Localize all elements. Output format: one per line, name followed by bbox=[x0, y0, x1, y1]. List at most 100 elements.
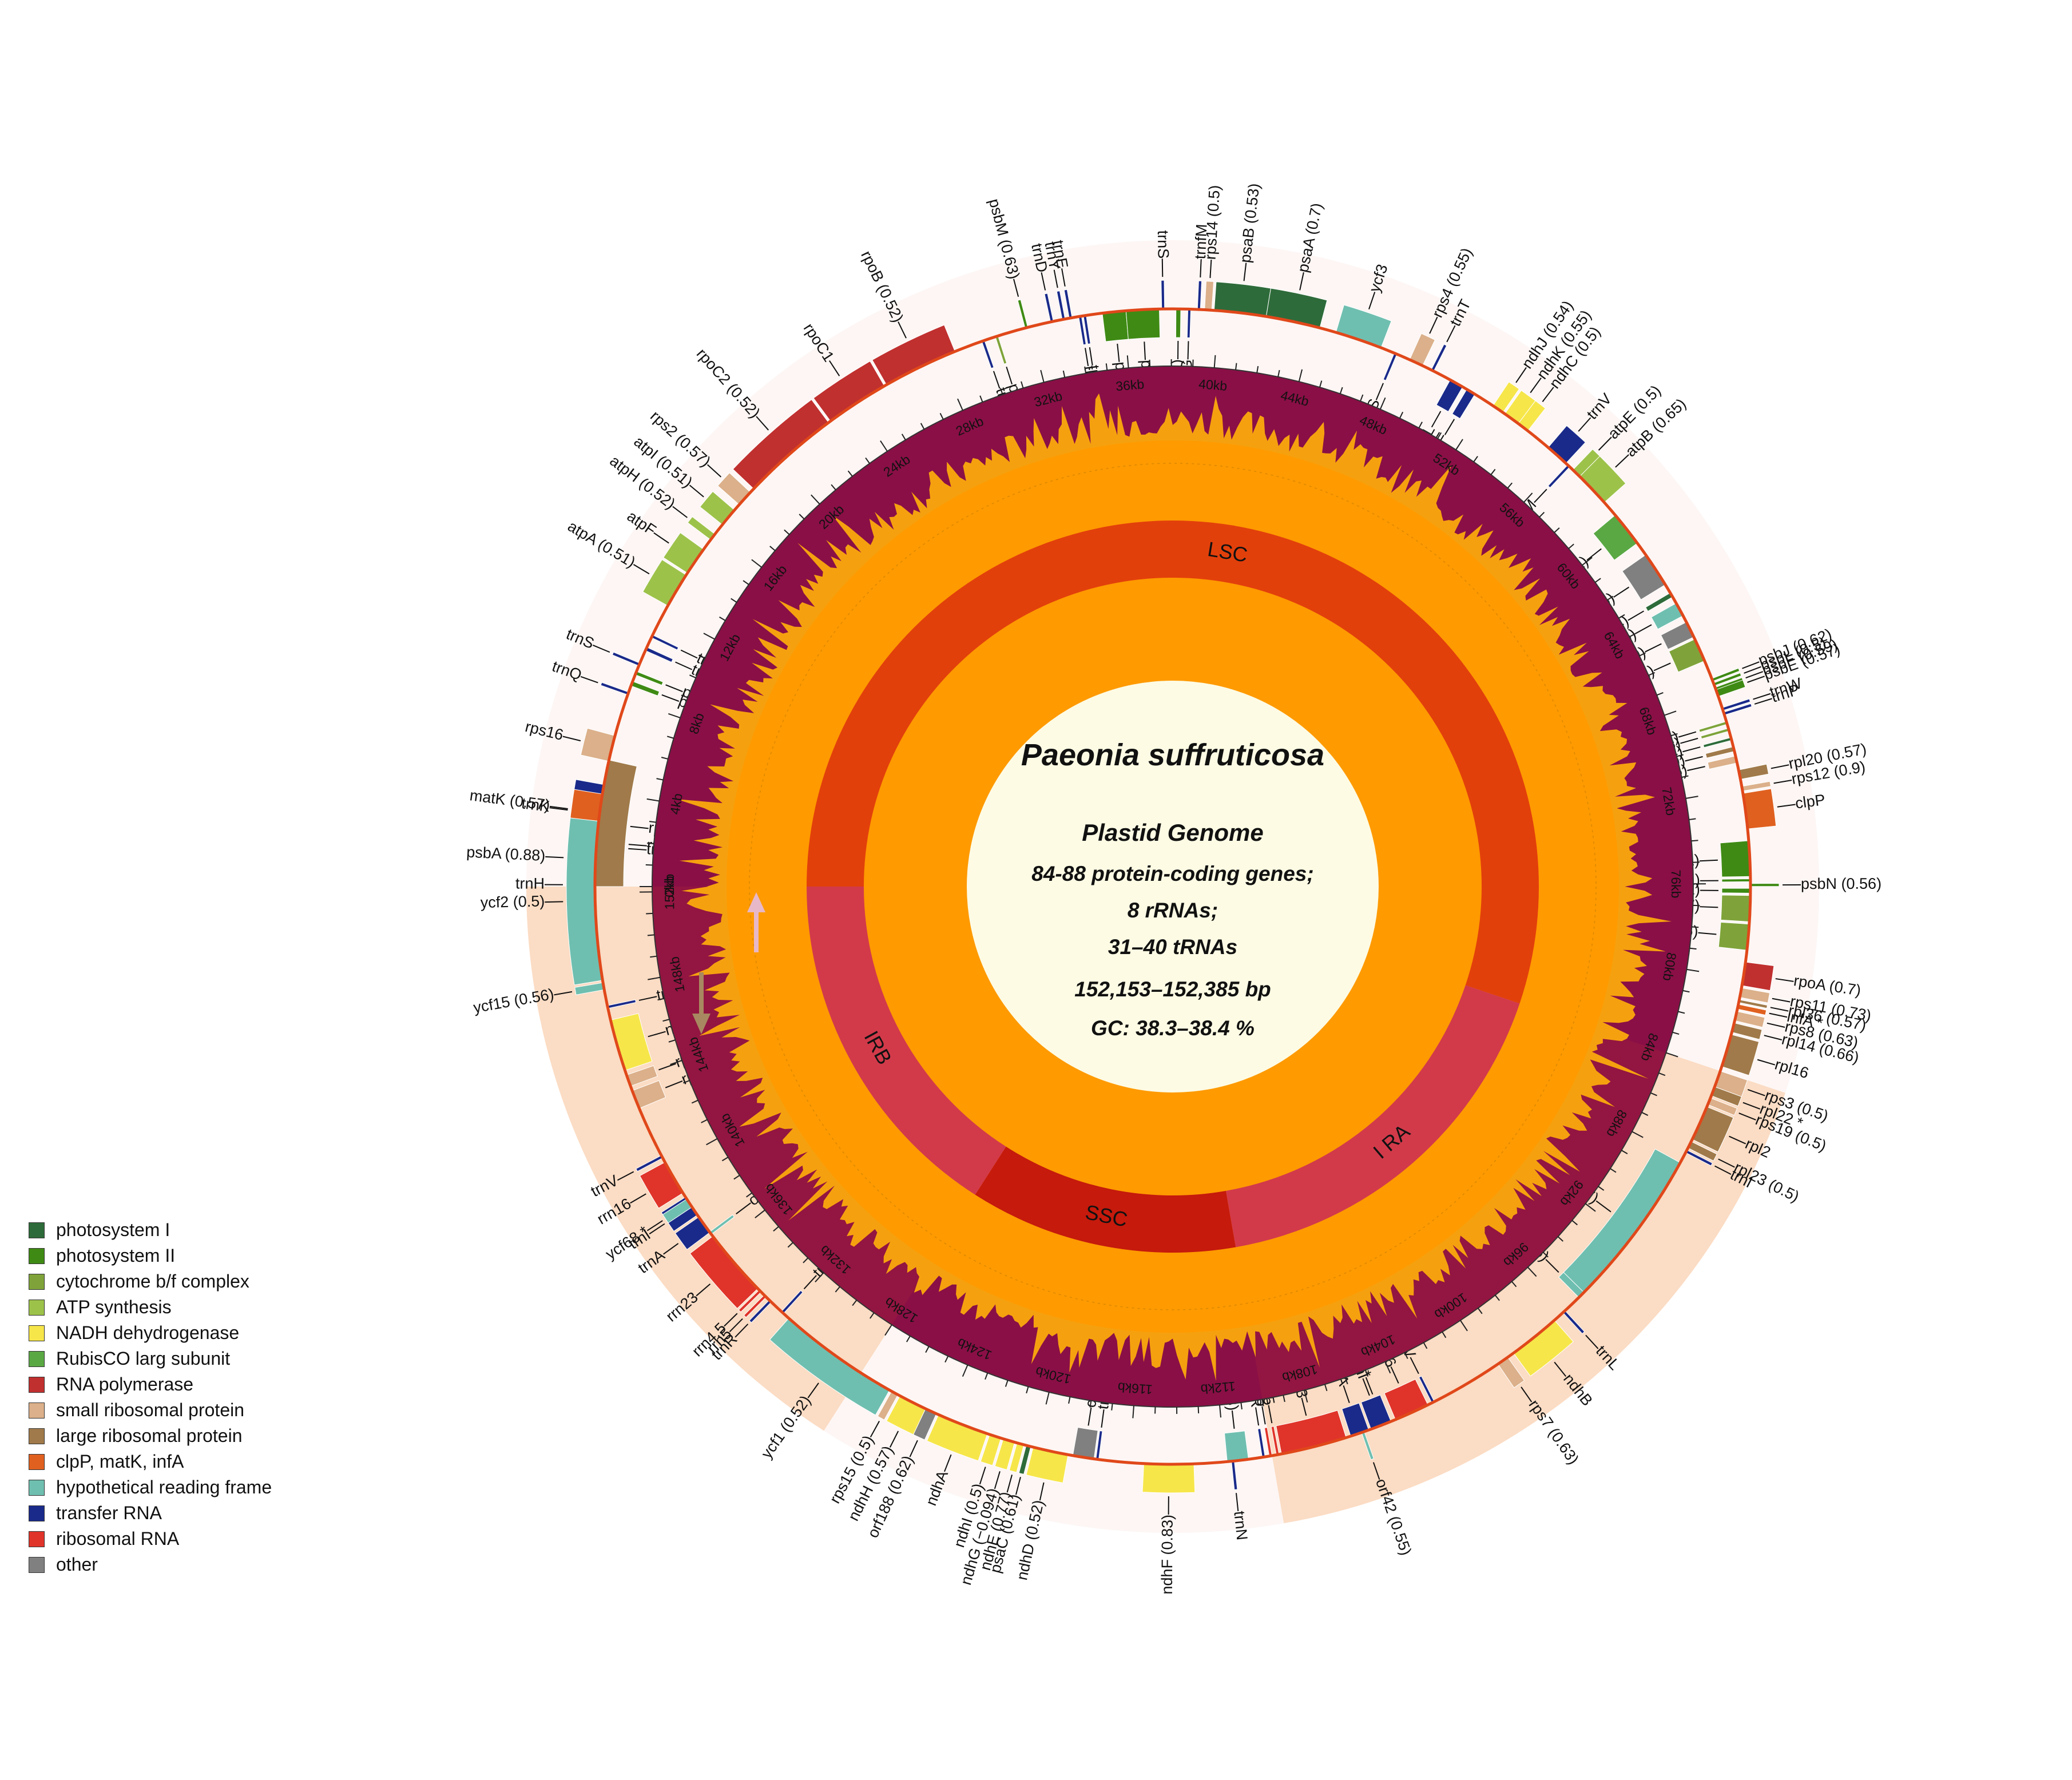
gene-label: trnH bbox=[515, 875, 545, 892]
gene-label-leader bbox=[658, 1063, 676, 1071]
scale-tick bbox=[944, 1356, 949, 1363]
strand-arrow-down-icon bbox=[692, 972, 710, 1034]
gene-label: trnN bbox=[1231, 1510, 1251, 1541]
scale-tick bbox=[1664, 710, 1677, 716]
scale-tick-label: 0kb bbox=[662, 876, 677, 897]
stat-protein-genes: 84-88 protein-coding genes; bbox=[1031, 862, 1313, 885]
gene-label-leader bbox=[646, 1220, 663, 1231]
gene-label-leader bbox=[665, 684, 683, 693]
gene-label-leader bbox=[1343, 1385, 1350, 1403]
scale-tick bbox=[1523, 492, 1533, 503]
gene-label-leader bbox=[1742, 1102, 1761, 1110]
gene-label-leader bbox=[1301, 1397, 1307, 1416]
gene-label-leader bbox=[1255, 1407, 1260, 1426]
scale-tick bbox=[1494, 1294, 1500, 1301]
scale-tick bbox=[799, 514, 805, 520]
gene-label-leader bbox=[545, 901, 563, 903]
scale-tick bbox=[668, 713, 681, 718]
legend-label: transfer RNA bbox=[56, 1503, 162, 1523]
scale-tick bbox=[646, 798, 660, 802]
scale-tick bbox=[957, 398, 963, 411]
gene-label-leader bbox=[1578, 417, 1591, 432]
gene-label-leader bbox=[1521, 1386, 1533, 1402]
gene-label-leader bbox=[665, 1080, 683, 1088]
legend-label: clpP, matK, infA bbox=[56, 1451, 184, 1472]
gene-label-leader bbox=[661, 694, 680, 702]
scale-tick bbox=[649, 821, 657, 823]
region-ira bbox=[1225, 985, 1520, 1247]
gene-label-leader bbox=[889, 1431, 899, 1448]
scale-tick-label: 112kb bbox=[1200, 1379, 1236, 1397]
scale-tick bbox=[852, 1300, 858, 1306]
gene-label-leader bbox=[1039, 1482, 1045, 1501]
stat-trnas: 31–40 tRNAs bbox=[1108, 935, 1237, 959]
gene-block bbox=[1720, 895, 1751, 922]
scale-tick bbox=[925, 1346, 930, 1353]
gene-block bbox=[1750, 883, 1780, 887]
scale-tick bbox=[743, 580, 749, 585]
gene-label: ndhF (0.83) bbox=[1158, 1515, 1176, 1595]
gene-label-leader bbox=[1745, 671, 1764, 679]
legend-swatch bbox=[29, 1376, 45, 1393]
gene-label-leader bbox=[1777, 804, 1796, 808]
gene-label-leader bbox=[1410, 1357, 1419, 1374]
scale-tick bbox=[811, 494, 820, 505]
scale-tick bbox=[681, 694, 688, 698]
scale-tick bbox=[1607, 595, 1614, 601]
gene-label-leader bbox=[633, 563, 650, 575]
scale-tick bbox=[835, 1286, 840, 1293]
scale-tick bbox=[1641, 1111, 1649, 1116]
scale-tick bbox=[1691, 840, 1698, 842]
scale-tick bbox=[1689, 947, 1697, 950]
scale-tick bbox=[719, 616, 726, 621]
scale-tick bbox=[803, 1257, 809, 1264]
scale-tick bbox=[691, 1099, 698, 1104]
scale-tick-label: 116kb bbox=[1117, 1380, 1153, 1397]
scale-tick bbox=[648, 976, 661, 980]
gene-label-leader bbox=[1747, 1088, 1765, 1096]
scale-tick bbox=[1666, 1052, 1678, 1058]
scale-tick bbox=[657, 998, 665, 1001]
legend-label: RNA polymerase bbox=[56, 1374, 194, 1394]
scale-tick bbox=[1021, 381, 1024, 388]
gene-label-leader bbox=[1698, 932, 1717, 935]
gene-label-leader bbox=[870, 1421, 880, 1438]
scale-tick bbox=[733, 1175, 740, 1180]
gene-label-leader bbox=[1209, 260, 1212, 279]
scale-tick-label: 40kb bbox=[1198, 376, 1228, 394]
scale-tick bbox=[784, 529, 790, 535]
gene-label-leader bbox=[979, 1467, 986, 1485]
scale-tick bbox=[847, 470, 853, 477]
legend-label: small ribosomal protein bbox=[56, 1400, 245, 1420]
scale-tick bbox=[870, 1312, 875, 1319]
scale-tick bbox=[1197, 1406, 1200, 1413]
scale-tick bbox=[1460, 1320, 1468, 1332]
legend-item: ATP synthesis bbox=[29, 1294, 395, 1320]
gene-label-leader bbox=[1680, 737, 1698, 744]
stat-length: 152,153–152,385 bp bbox=[1074, 978, 1271, 1001]
scale-tick bbox=[1360, 394, 1364, 402]
gene-label-leader bbox=[1714, 1165, 1732, 1175]
gene-label-leader bbox=[630, 825, 649, 829]
scale-tick bbox=[1527, 1266, 1537, 1277]
gene-label: psbA (0.88) bbox=[466, 844, 546, 865]
scale-tick bbox=[1490, 468, 1496, 475]
gene-label-leader bbox=[1628, 610, 1644, 621]
scale-tick bbox=[701, 1119, 708, 1123]
scale-tick bbox=[1026, 1386, 1029, 1394]
gene-label: trnS bbox=[1154, 230, 1172, 259]
legend-label: other bbox=[56, 1554, 98, 1575]
scale-tick bbox=[1283, 1395, 1285, 1402]
legend-item: RNA polymerase bbox=[29, 1372, 395, 1397]
legend-item: ribosomal RNA bbox=[29, 1526, 395, 1552]
gene-label-leader bbox=[729, 1318, 743, 1332]
scale-tick bbox=[1585, 1203, 1596, 1212]
gene-label-leader bbox=[1595, 1200, 1611, 1213]
gene-label-leader bbox=[1243, 263, 1247, 281]
legend-item: small ribosomal protein bbox=[29, 1397, 395, 1423]
scale-tick bbox=[939, 412, 944, 420]
scale-tick bbox=[1256, 365, 1259, 374]
gene-label-leader bbox=[1015, 1477, 1021, 1495]
legend-swatch bbox=[29, 1428, 45, 1444]
scale-tick bbox=[731, 598, 737, 603]
